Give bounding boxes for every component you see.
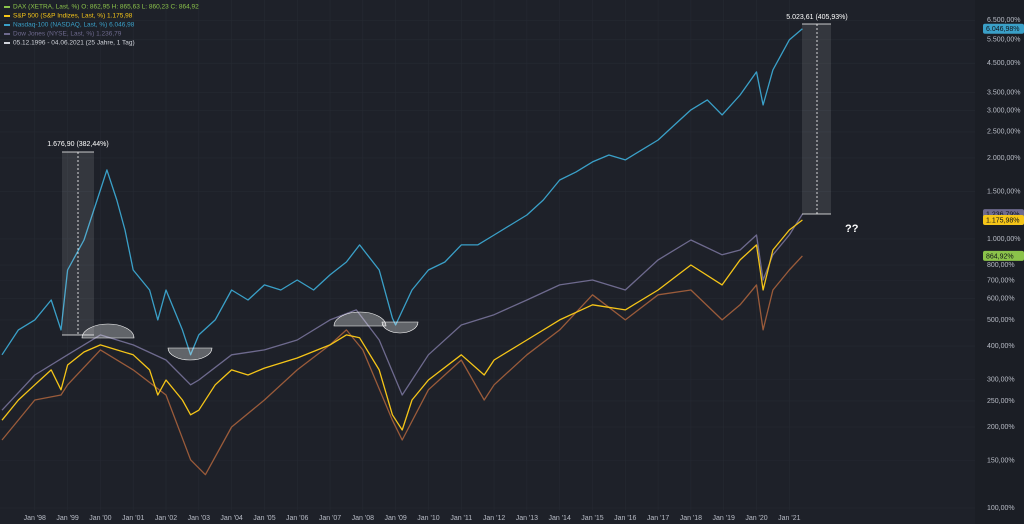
y-tick-label: 100,00%: [987, 505, 1015, 512]
y-tick-label: 1.500,00%: [987, 188, 1020, 195]
x-tick-label: Jan '00: [89, 515, 111, 522]
y-tick-label: 200,00%: [987, 424, 1015, 431]
range-box: [62, 152, 94, 335]
x-tick-label: Jan '12: [483, 515, 505, 522]
y-tick-label: 600,00%: [987, 295, 1015, 302]
x-tick-label: Jan '07: [319, 515, 341, 522]
top-arc: [333, 311, 387, 327]
y-tick-label: 3.000,00%: [987, 107, 1020, 114]
legend-swatch: [4, 6, 10, 8]
y-tick-label: 1.000,00%: [987, 236, 1020, 243]
last-value-box: [983, 23, 1024, 34]
axis-panel: [975, 0, 1024, 524]
x-tick-label: Jan '15: [581, 515, 603, 522]
legend-entry: Nasdaq-100 (NASDAQ, Last, %) 6.046,98: [13, 22, 135, 29]
legend-swatch: [4, 42, 10, 44]
x-tick-label: Jan '10: [417, 515, 439, 522]
last-value-label: 1.236,79%: [986, 211, 1019, 218]
x-tick-label: Jan '04: [220, 515, 242, 522]
legend-swatch: [4, 24, 10, 26]
range-box: [802, 24, 831, 214]
series-line: [1, 28, 803, 356]
legend-swatch: [4, 15, 10, 17]
bottom-arc: [381, 321, 419, 334]
x-tick-label: Jan '05: [253, 515, 275, 522]
bottom-arc: [167, 347, 213, 361]
x-tick-label: Jan '98: [24, 515, 46, 522]
y-tick-label: 5.500,00%: [987, 37, 1020, 44]
last-value-label: 1.175,98%: [986, 217, 1019, 224]
x-tick-label: Jan '13: [516, 515, 538, 522]
legend-swatch: [4, 33, 10, 35]
y-tick-label: 250,00%: [987, 398, 1015, 405]
legend-entry: DAX (XETRA, Last, %) O: 862,95 H: 865,63…: [13, 4, 199, 11]
y-tick-label: 800,00%: [987, 262, 1015, 269]
x-tick-label: Jan '17: [647, 515, 669, 522]
annotation: 5.023,61 (405,93%): [786, 14, 848, 21]
x-tick-label: Jan '20: [745, 515, 767, 522]
y-tick-label: 3.500,00%: [987, 89, 1020, 96]
legend-entry: 05.12.1996 - 04.06.2021 (25 Jahre, 1 Tag…: [13, 40, 135, 47]
x-tick-label: Jan '19: [713, 515, 735, 522]
annotation: 1.676,90 (382,44%): [47, 141, 109, 148]
x-tick-label: Jan '21: [778, 515, 800, 522]
x-tick-label: Jan '16: [614, 515, 636, 522]
y-tick-label: 4.500,00%: [987, 60, 1020, 67]
x-tick-label: Jan '06: [286, 515, 308, 522]
annotation: ??: [845, 223, 859, 235]
last-value-box: [983, 250, 1024, 261]
legend: DAX (XETRA, Last, %) O: 862,95 H: 865,63…: [4, 4, 199, 47]
x-tick-label: Jan '99: [56, 515, 78, 522]
legend-entry: Dow Jones (NYSE, Last, %) 1.236,79: [13, 31, 122, 38]
y-tick-label: 500,00%: [987, 317, 1015, 324]
y-tick-label: 6.500,00%: [987, 17, 1020, 24]
highlights: [62, 23, 831, 361]
last-value-box: [983, 215, 1024, 226]
x-tick-label: Jan '09: [384, 515, 406, 522]
y-tick-label: 300,00%: [987, 376, 1015, 383]
x-tick-label: Jan '02: [155, 515, 177, 522]
last-value-label: 6.046,98%: [986, 26, 1019, 33]
x-tick-label: Jan '18: [680, 515, 702, 522]
series-line: [1, 219, 803, 431]
y-tick-label: 150,00%: [987, 457, 1015, 464]
overlay: 864,92% 1.236,79%1.175,98% 6.046,98% 1.676,…: [47, 14, 1024, 261]
x-tick-label: Jan '08: [352, 515, 374, 522]
x-tick-label: Jan '11: [450, 515, 472, 522]
y-tick-label: 700,00%: [987, 277, 1015, 284]
x-tick-label: Jan '14: [548, 515, 570, 522]
last-value-label: 864,92%: [986, 253, 1014, 260]
series-line: [1, 213, 803, 411]
top-arc: [81, 323, 135, 339]
series-line: [1, 255, 803, 476]
x-tick-label: Jan '03: [188, 515, 210, 522]
y-tick-label: 400,00%: [987, 343, 1015, 350]
y-tick-label: 2.500,00%: [987, 129, 1020, 136]
legend-entry: S&P 500 (S&P Indizes, Last, %) 1.175,98: [13, 13, 133, 20]
x-tick-label: Jan '01: [122, 515, 144, 522]
y-tick-label: 2.000,00%: [987, 155, 1020, 162]
